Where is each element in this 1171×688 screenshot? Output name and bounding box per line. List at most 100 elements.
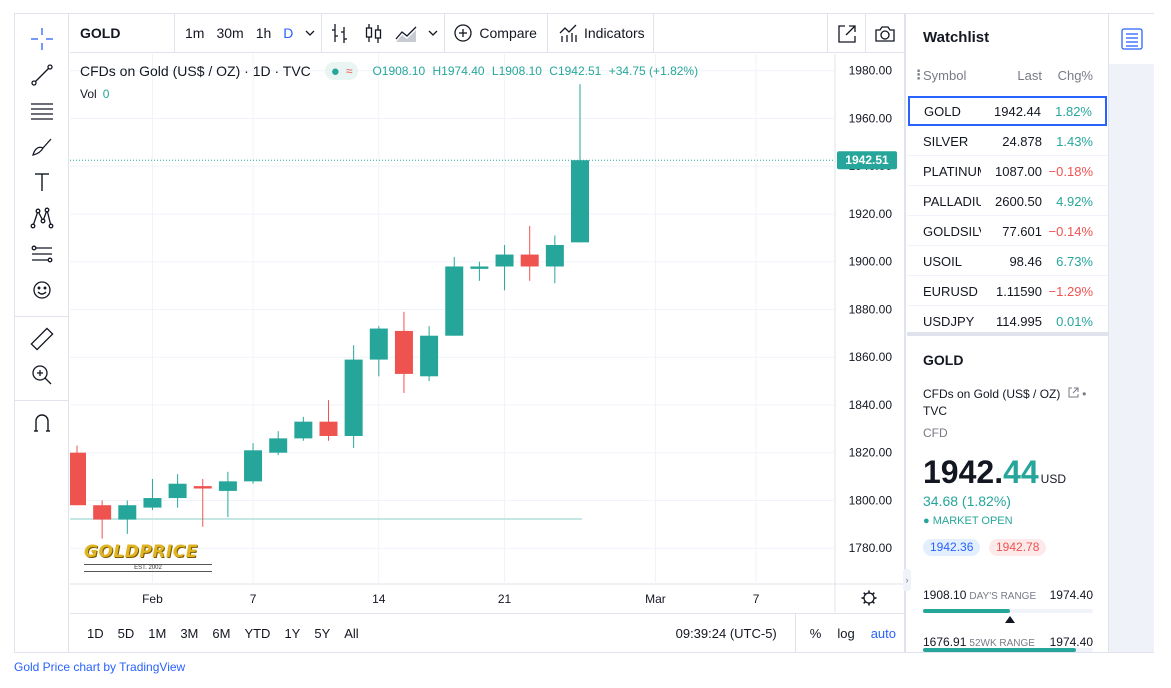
volume-value: 0 xyxy=(102,87,110,101)
watchlist-row[interactable]: PALLADIUM 2600.50 4.92% xyxy=(907,186,1108,216)
candle-body xyxy=(294,421,313,439)
x-tick-label: 21 xyxy=(498,592,512,606)
chart-type-dropdown-icon[interactable] xyxy=(422,14,444,53)
watchlist-row[interactable]: USOIL 98.46 6.73% xyxy=(907,246,1108,276)
chart-pane[interactable]: 1780.00 1800.00 1820.00 1840.00 1860.00 1880.… xyxy=(70,54,904,612)
bid-price: 1942.36 xyxy=(923,539,981,556)
watchlist-row[interactable]: SILVER 24.878 1.43% xyxy=(907,126,1108,156)
column-last[interactable]: Last xyxy=(1017,68,1042,83)
pattern-icon[interactable] xyxy=(25,203,59,233)
range-3m[interactable]: 3M xyxy=(180,625,199,641)
interval-30m[interactable]: 30m xyxy=(216,25,244,41)
collapse-watchlist-icon[interactable]: › xyxy=(903,569,911,591)
auto-scale-toggle[interactable]: auto xyxy=(870,625,896,641)
market-status-badge[interactable]: ● ≈ xyxy=(324,62,359,80)
chart-widget: GOLD 1m 30m 1h D Compare Indicators xyxy=(14,13,1154,653)
candle-body xyxy=(193,486,212,489)
y-tick-label: 1780.00 xyxy=(849,541,893,555)
interval-1h[interactable]: 1h xyxy=(255,25,272,41)
y-tick-label: 1880.00 xyxy=(849,302,893,316)
crosshair-icon[interactable] xyxy=(25,24,59,54)
range-5y[interactable]: 5Y xyxy=(314,625,331,641)
range-1d[interactable]: 1D xyxy=(87,625,104,641)
settings-gear-icon[interactable] xyxy=(861,590,877,606)
details-symbol[interactable]: GOLD xyxy=(923,352,964,368)
candle-body xyxy=(70,452,86,506)
candle-body xyxy=(520,254,539,267)
watchlist-change: 4.92% xyxy=(1056,194,1093,209)
days-range-low: 1908.10 xyxy=(923,588,967,602)
range-5d[interactable]: 5D xyxy=(117,625,135,641)
y-tick-label: 1900.00 xyxy=(849,255,893,269)
days-range-label: DAY'S RANGE xyxy=(969,591,1037,602)
watchlist-row[interactable]: EURUSD 1.11590 −1.29% xyxy=(907,276,1108,306)
52wk-range-label: 52WK RANGE xyxy=(969,638,1035,649)
range-all[interactable]: All xyxy=(344,625,359,641)
details-exchange: TVC xyxy=(923,404,947,418)
area-chart-type-icon[interactable] xyxy=(390,14,422,53)
log-scale-toggle[interactable]: log xyxy=(837,625,855,641)
symbol-search-button[interactable]: GOLD xyxy=(80,25,121,41)
legend-title: CFDs on Gold (US$ / OZ) · 1D · TVC xyxy=(80,63,311,79)
tradingview-attribution-link[interactable]: Gold Price chart by TradingView xyxy=(14,660,186,674)
52wk-range-high: 1974.40 xyxy=(1049,635,1093,649)
candles-chart-type-icon[interactable] xyxy=(358,14,390,53)
market-status: ● MARKET OPEN xyxy=(923,515,1013,527)
x-tick-label: 14 xyxy=(372,592,386,606)
details-description-text[interactable]: CFDs on Gold (US$ / OZ) xyxy=(923,387,1061,401)
watchlist-row[interactable]: GOLDSILVER 77.601 −0.14% xyxy=(907,216,1108,246)
magnet-icon[interactable] xyxy=(25,408,59,438)
candle-body xyxy=(168,483,187,499)
candle-body xyxy=(93,505,112,520)
percent-scale-toggle[interactable]: % xyxy=(809,625,822,641)
indicators-icon xyxy=(559,24,577,42)
watchlist-row[interactable]: GOLD 1942.44 1.82% xyxy=(908,96,1107,126)
watchlist-last: 98.46 xyxy=(1009,254,1042,269)
drag-handle-icon[interactable]: ⋮ xyxy=(912,67,925,82)
interval-d[interactable]: D xyxy=(283,25,294,41)
panel-divider[interactable] xyxy=(904,14,906,652)
range-6m[interactable]: 6M xyxy=(212,625,231,641)
range-1m[interactable]: 1M xyxy=(148,625,167,641)
column-chg[interactable]: Chg% xyxy=(1057,68,1093,83)
external-link-icon[interactable] xyxy=(1068,387,1079,398)
range-ytd[interactable]: YTD xyxy=(244,625,271,641)
interval-dropdown-icon[interactable] xyxy=(299,14,321,53)
brush-icon[interactable] xyxy=(25,132,59,162)
logo-brand: GOLDPRICE xyxy=(84,542,198,562)
fullscreen-popup-icon[interactable] xyxy=(827,14,865,53)
ruler-icon[interactable] xyxy=(25,324,59,354)
range-1y[interactable]: 1Y xyxy=(284,625,301,641)
candlestick-chart[interactable]: 1780.00 1800.00 1820.00 1840.00 1860.00 1880.… xyxy=(70,54,904,612)
market-status-symbol: ≈ xyxy=(345,64,353,78)
bar-chart-type-icon[interactable] xyxy=(322,14,358,53)
camera-icon[interactable] xyxy=(865,14,903,53)
prediction-icon[interactable] xyxy=(25,239,59,269)
watchlist-symbol: GOLDSILVER xyxy=(923,224,981,239)
x-tick-label: Feb xyxy=(142,592,163,606)
watchlist-row[interactable]: PLATINUM 1087.00 −0.18% xyxy=(907,156,1108,186)
52wk-range-low: 1676.91 xyxy=(923,635,967,649)
emoji-icon[interactable] xyxy=(25,275,59,305)
watchlist-panel: Watchlist ⋮ Symbol Last Chg% GOLD 1942.44… xyxy=(907,14,1108,652)
bottom-toolbar: 1D 5D 1M 3M 6M YTD 1Y 5Y All 09:39:24 (U… xyxy=(70,613,904,652)
watchlist-toggle-icon[interactable] xyxy=(1109,14,1154,64)
trend-line-icon[interactable] xyxy=(25,60,59,90)
text-tool-icon[interactable] xyxy=(25,167,59,197)
compare-button[interactable]: Compare xyxy=(445,14,547,53)
candle-body xyxy=(470,266,489,269)
days-range-bar xyxy=(923,609,1093,613)
last-price-badge xyxy=(837,151,897,170)
timezone-clock[interactable]: 09:39:24 (UTC-5) xyxy=(675,625,777,641)
watchlist-last: 24.878 xyxy=(1002,134,1042,149)
watchlist-change: −0.14% xyxy=(1048,224,1093,239)
indicators-button[interactable]: Indicators xyxy=(548,14,653,53)
zoom-in-icon[interactable] xyxy=(25,360,59,390)
column-symbol[interactable]: Symbol xyxy=(923,68,967,83)
price-integer: 1942. xyxy=(923,454,1004,490)
goldprice-logo: GOLDPRICE EST. 2002 xyxy=(84,542,222,572)
candle-body xyxy=(571,160,589,243)
fib-retracement-icon[interactable] xyxy=(25,96,59,126)
52wk-range: 1676.91 52WK RANGE 1974.40 xyxy=(923,635,1093,649)
interval-1m[interactable]: 1m xyxy=(185,25,205,41)
